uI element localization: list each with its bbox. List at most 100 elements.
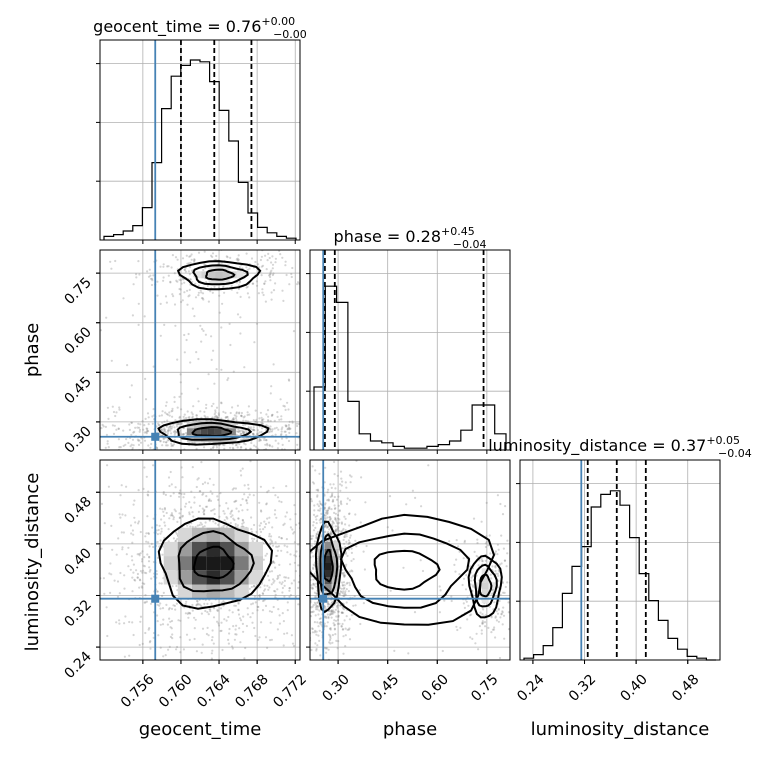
sample-point — [59, 562, 61, 564]
sample-point — [151, 526, 154, 529]
sample-point — [269, 279, 272, 282]
sample-point — [171, 463, 173, 465]
sample-point — [210, 335, 213, 338]
sample-point — [100, 427, 103, 430]
sample-point — [234, 500, 237, 503]
sample-point — [337, 614, 340, 618]
sample-point — [513, 582, 515, 584]
sample-point — [186, 612, 189, 616]
sample-point — [485, 540, 488, 543]
sample-point — [156, 556, 160, 560]
sample-point — [276, 411, 279, 414]
panel-frame — [309, 249, 511, 451]
sample-point — [254, 409, 257, 412]
sample-point — [280, 500, 283, 504]
sample-point — [342, 572, 345, 575]
sample-point — [276, 545, 279, 549]
sample-point — [325, 625, 328, 628]
sample-point — [490, 631, 493, 634]
sample-point — [163, 427, 166, 430]
sample-point — [331, 601, 334, 604]
sample-point — [278, 500, 281, 503]
sample-point — [189, 278, 192, 281]
sample-point — [438, 585, 441, 588]
sample-point — [151, 279, 154, 282]
sample-point — [264, 636, 268, 639]
sample-point — [311, 610, 314, 614]
density-cell — [234, 556, 249, 571]
sample-point — [268, 256, 271, 260]
sample-point — [217, 523, 220, 527]
sample-point — [193, 315, 196, 318]
sample-point — [159, 623, 162, 626]
sample-point — [228, 632, 231, 635]
sample-point — [193, 496, 196, 499]
sample-point — [478, 625, 481, 628]
sample-point — [350, 569, 353, 572]
sample-point — [180, 492, 183, 495]
sample-point — [130, 433, 133, 436]
sample-point — [341, 572, 344, 575]
sample-point — [243, 438, 246, 441]
sample-point — [253, 444, 256, 447]
sample-point — [333, 507, 336, 510]
sample-point — [252, 428, 255, 432]
sample-point — [265, 439, 268, 442]
sample-point — [310, 537, 314, 540]
contour-level-1 — [177, 530, 255, 593]
sample-point — [343, 619, 346, 622]
sample-point — [222, 510, 225, 513]
title-luminosity-distance: luminosity_distance = 0.37+0.05 −0.04 — [488, 434, 752, 460]
sample-point — [226, 256, 229, 259]
sample-point — [144, 377, 147, 380]
sample-point — [338, 592, 342, 596]
sample-point — [336, 647, 339, 650]
sample-point — [286, 551, 289, 554]
sample-point — [411, 489, 414, 492]
sample-point — [260, 451, 262, 453]
sample-point — [252, 419, 255, 422]
sample-point — [310, 648, 313, 652]
sample-point — [207, 634, 210, 637]
sample-point — [240, 438, 243, 441]
sample-point — [147, 490, 150, 493]
sample-point — [501, 623, 504, 626]
sample-point — [165, 401, 168, 404]
sample-point — [326, 509, 329, 512]
sample-point — [504, 505, 507, 508]
sample-point — [305, 561, 307, 563]
sample-point — [310, 606, 313, 609]
sample-point — [160, 518, 163, 521]
sample-point — [500, 534, 503, 537]
sample-point — [296, 443, 299, 446]
sample-point — [246, 613, 249, 616]
density-cell — [331, 563, 339, 570]
sample-point — [274, 494, 277, 497]
sample-point — [237, 254, 240, 257]
sample-point — [182, 648, 185, 651]
sample-point — [314, 693, 316, 695]
sample-point — [247, 496, 250, 499]
panel-frame — [99, 39, 301, 241]
sample-point — [234, 474, 236, 476]
sample-point — [258, 439, 261, 442]
sample-point — [495, 610, 498, 613]
sample-point — [161, 660, 163, 662]
sample-point — [195, 485, 198, 489]
sample-point — [82, 300, 84, 302]
contour-level-2 — [310, 513, 496, 626]
sample-point — [183, 268, 186, 272]
sample-point — [165, 441, 168, 444]
sample-point — [336, 498, 339, 501]
sample-point — [345, 563, 348, 566]
sample-point — [316, 270, 318, 272]
sample-point — [312, 469, 314, 471]
sample-point — [335, 601, 338, 604]
sample-point — [338, 509, 341, 512]
sample-point — [119, 571, 122, 575]
sample-point — [489, 573, 492, 576]
sample-point — [503, 637, 506, 640]
sample-point — [329, 595, 332, 598]
sample-point — [268, 535, 271, 538]
